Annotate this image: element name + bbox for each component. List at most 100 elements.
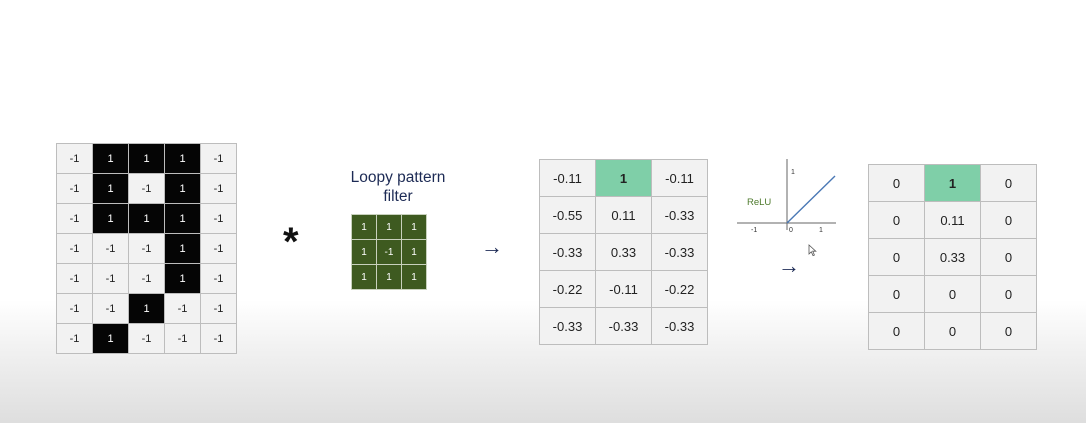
output-cell: 0 xyxy=(868,238,925,276)
filter-grid: 1 1 1 1 -1 1 1 1 1 xyxy=(351,214,427,290)
feature-cell: -0.33 xyxy=(651,233,708,271)
pixel-cell: -1 xyxy=(128,323,165,354)
relu-line xyxy=(786,175,836,224)
output-cell: 0 xyxy=(868,312,925,350)
relu-output-grid: 0 1 0 0 0.11 0 0 0.33 0 0 0 0 0 0 0 xyxy=(868,164,1037,350)
grid-row: -1 -1 -1 1 -1 xyxy=(56,263,237,294)
pixel-cell: -1 xyxy=(200,233,237,264)
grid-row: -1 1 -1 -1 -1 xyxy=(56,323,237,354)
relu-label: ReLU xyxy=(747,197,772,208)
grid-row: -1 1 1 1 -1 xyxy=(56,143,237,174)
filter-title-line-1: Loopy pattern xyxy=(350,169,446,186)
pixel-cell: 1 xyxy=(128,203,165,234)
output-row: 0 0.33 0 xyxy=(868,238,1037,276)
feature-map-grid: -0.11 1 -0.11 -0.55 0.11 -0.33 -0.33 0.3… xyxy=(539,159,708,345)
pixel-cell: -1 xyxy=(92,233,129,264)
convolution-operator: * xyxy=(283,220,299,264)
pixel-cell: -1 xyxy=(92,293,129,324)
pixel-cell: -1 xyxy=(128,233,165,264)
output-row: 0 0.11 0 xyxy=(868,201,1037,239)
feature-cell: -0.33 xyxy=(595,307,652,345)
feature-cell: -0.55 xyxy=(539,196,596,234)
pixel-cell: 1 xyxy=(164,263,201,294)
filter-row: 1 -1 1 xyxy=(351,239,427,265)
output-row: 0 0 0 xyxy=(868,275,1037,313)
feature-cell: -0.11 xyxy=(595,270,652,308)
output-cell: 0 xyxy=(868,164,925,202)
filter-cell: 1 xyxy=(401,264,427,290)
pixel-cell: -1 xyxy=(56,263,93,294)
output-cell: 0.11 xyxy=(924,201,981,239)
grid-row: -1 -1 1 -1 -1 xyxy=(56,293,237,324)
filter-cell: 1 xyxy=(351,214,377,240)
feature-row: -0.22 -0.11 -0.22 xyxy=(539,270,708,308)
output-cell: 0 xyxy=(980,201,1037,239)
pixel-cell: 1 xyxy=(164,143,201,174)
pixel-cell: -1 xyxy=(200,143,237,174)
pixel-cell: -1 xyxy=(56,293,93,324)
pixel-cell: 1 xyxy=(128,293,165,324)
feature-cell: -0.22 xyxy=(539,270,596,308)
pixel-cell: -1 xyxy=(128,173,165,204)
output-cell: 0 xyxy=(924,312,981,350)
feature-cell: 0.11 xyxy=(595,196,652,234)
grid-row: -1 1 1 1 -1 xyxy=(56,203,237,234)
output-cell: 0 xyxy=(980,238,1037,276)
output-cell: 0 xyxy=(980,275,1037,313)
pixel-cell: -1 xyxy=(164,323,201,354)
filter-title: Loopy pattern filter xyxy=(336,168,460,206)
right-arrow-icon: → xyxy=(778,253,800,278)
output-cell: 0 xyxy=(980,164,1037,202)
output-cell: 0 xyxy=(924,275,981,313)
filter-cell: 1 xyxy=(376,214,402,240)
filter-cell: 1 xyxy=(376,264,402,290)
pixel-cell: 1 xyxy=(92,143,129,174)
feature-row: -0.55 0.11 -0.33 xyxy=(539,196,708,234)
pixel-cell: -1 xyxy=(92,263,129,294)
output-row: 0 1 0 xyxy=(868,164,1037,202)
grid-row: -1 1 -1 1 -1 xyxy=(56,173,237,204)
pixel-cell: 1 xyxy=(92,323,129,354)
input-image-grid: -1 1 1 1 -1 -1 1 -1 1 -1 -1 1 1 1 -1 -1 … xyxy=(56,143,237,354)
pixel-cell: -1 xyxy=(200,173,237,204)
pixel-cell: 1 xyxy=(164,203,201,234)
filter-cell: 1 xyxy=(351,239,377,265)
relu-tick-x-neg: -1 xyxy=(751,227,757,234)
feature-cell: -0.33 xyxy=(539,233,596,271)
relu-plot: 1 -1 0 1 xyxy=(737,159,836,234)
feature-cell: -0.33 xyxy=(651,196,708,234)
mouse-cursor-icon xyxy=(808,244,817,257)
pixel-cell: -1 xyxy=(56,143,93,174)
relu-tick-x-pos: 1 xyxy=(819,227,823,234)
filter-cell: 1 xyxy=(401,239,427,265)
pixel-cell: -1 xyxy=(164,293,201,324)
feature-cell: -0.22 xyxy=(651,270,708,308)
output-cell: 0 xyxy=(868,201,925,239)
pixel-cell: 1 xyxy=(92,203,129,234)
output-cell: 0 xyxy=(980,312,1037,350)
pixel-cell: 1 xyxy=(128,143,165,174)
feature-cell: -0.33 xyxy=(539,307,596,345)
filter-cell: 1 xyxy=(401,214,427,240)
grid-row: -1 -1 -1 1 -1 xyxy=(56,233,237,264)
pixel-cell: 1 xyxy=(164,173,201,204)
feature-row: -0.33 -0.33 -0.33 xyxy=(539,307,708,345)
filter-row: 1 1 1 xyxy=(351,214,427,240)
feature-row: -0.33 0.33 -0.33 xyxy=(539,233,708,271)
pixel-cell: -1 xyxy=(200,323,237,354)
pixel-cell: -1 xyxy=(56,323,93,354)
feature-cell: -0.11 xyxy=(651,159,708,197)
pixel-cell: -1 xyxy=(56,233,93,264)
pixel-cell: 1 xyxy=(164,233,201,264)
pixel-cell: -1 xyxy=(56,173,93,204)
feature-cell: -0.33 xyxy=(651,307,708,345)
filter-cell: 1 xyxy=(351,264,377,290)
right-arrow-icon: → xyxy=(481,234,503,259)
pixel-cell: -1 xyxy=(56,203,93,234)
feature-cell-highlighted: 1 xyxy=(595,159,652,197)
output-cell: 0 xyxy=(868,275,925,313)
pixel-cell: -1 xyxy=(200,203,237,234)
relu-tick-x-zero: 0 xyxy=(789,227,793,234)
feature-row: -0.11 1 -0.11 xyxy=(539,159,708,197)
feature-cell: 0.33 xyxy=(595,233,652,271)
